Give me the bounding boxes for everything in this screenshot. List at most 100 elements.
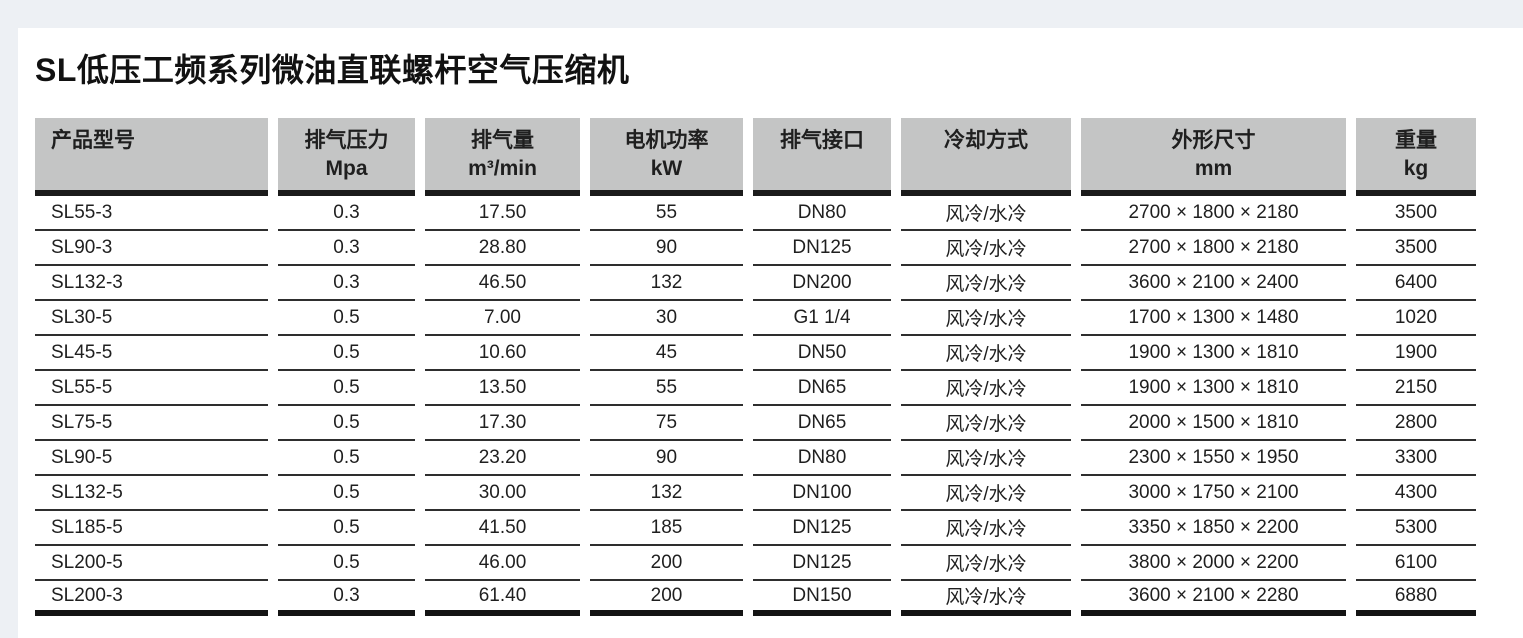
table-cell: 30 [590, 301, 743, 336]
table-cell: 200 [590, 581, 743, 616]
table-cell: SL200-5 [35, 546, 268, 581]
column-header-label: 电机功率 [624, 129, 709, 152]
table-cell: 风冷/水冷 [901, 231, 1071, 266]
table-cell: SL90-5 [35, 441, 268, 476]
table-cell: DN200 [753, 266, 891, 301]
column-header-label: 排气压力 [304, 129, 389, 152]
table-cell: 10.60 [425, 336, 580, 371]
table-cell: 0.5 [278, 441, 415, 476]
table-body: SL55-3 0.3 17.50 55 DN80 风冷/水冷 2700 × 1800 × 2… [35, 196, 1476, 616]
table-cell: 风冷/水冷 [901, 476, 1071, 511]
table-row: SL55-3 0.3 17.50 55 DN80 风冷/水冷 2700 × 1800 × 2… [35, 196, 1476, 231]
table-cell: G1 1/4 [753, 301, 891, 336]
table-cell: 风冷/水冷 [901, 441, 1071, 476]
table-cell: SL90-3 [35, 231, 268, 266]
table-row: SL200-3 0.3 61.40 200 DN150 风冷/水冷 3600 × 2100 … [35, 581, 1476, 616]
table-cell: 3500 [1356, 196, 1476, 231]
content-card: SL低压工频系列微油直联螺杆空气压缩机 产品型号 排气压力 Mpa 排气量 m³/min… [18, 28, 1523, 638]
page-title: SL低压工频系列微油直联螺杆空气压缩机 [35, 52, 630, 88]
table-cell: 2150 [1356, 371, 1476, 406]
table-row: SL90-5 0.5 23.20 90 DN80 风冷/水冷 2300 × 1550 × 1… [35, 441, 1476, 476]
table-cell: 3300 [1356, 441, 1476, 476]
table-cell: 0.5 [278, 406, 415, 441]
column-header-1: 排气压力 Mpa [278, 118, 415, 196]
table-cell: 风冷/水冷 [901, 546, 1071, 581]
table-cell: 风冷/水冷 [901, 406, 1071, 441]
column-header-label: 重量 [1395, 129, 1437, 152]
table-cell: 5300 [1356, 511, 1476, 546]
table-cell: SL45-5 [35, 336, 268, 371]
table-cell: DN125 [753, 511, 891, 546]
table-cell: DN125 [753, 546, 891, 581]
table-cell: 3350 × 1850 × 2200 [1081, 511, 1346, 546]
table-cell: SL132-3 [35, 266, 268, 301]
table-row: SL45-5 0.5 10.60 45 DN50 风冷/水冷 1900 × 1300 × 1… [35, 336, 1476, 371]
table-cell: 17.30 [425, 406, 580, 441]
table-cell: 2800 [1356, 406, 1476, 441]
table-cell: 1900 [1356, 336, 1476, 371]
table-cell: 风冷/水冷 [901, 581, 1071, 616]
table-cell: SL55-3 [35, 196, 268, 231]
table-cell: DN80 [753, 441, 891, 476]
table-cell: 2300 × 1550 × 1950 [1081, 441, 1346, 476]
column-header-label: 产品型号 [51, 129, 135, 152]
table-cell: 132 [590, 266, 743, 301]
column-header-6: 外形尺寸 mm [1081, 118, 1346, 196]
table-cell: 30.00 [425, 476, 580, 511]
table-cell: DN65 [753, 406, 891, 441]
column-header-unit: kg [1403, 157, 1429, 180]
table-cell: 75 [590, 406, 743, 441]
column-header-7: 重量 kg [1356, 118, 1476, 196]
table-cell: 23.20 [425, 441, 580, 476]
table-cell: 3800 × 2000 × 2200 [1081, 546, 1346, 581]
table-cell: 风冷/水冷 [901, 196, 1071, 231]
table-cell: 2700 × 1800 × 2180 [1081, 231, 1346, 266]
table-cell: 45 [590, 336, 743, 371]
table-cell: 3500 [1356, 231, 1476, 266]
column-header-label: 冷却方式 [944, 129, 1028, 152]
column-header-label: 外形尺寸 [1171, 129, 1256, 152]
table-cell: 风冷/水冷 [901, 371, 1071, 406]
table-cell: DN100 [753, 476, 891, 511]
table-cell: 200 [590, 546, 743, 581]
table-cell: 1700 × 1300 × 1480 [1081, 301, 1346, 336]
column-header-2: 排气量 m³/min [425, 118, 580, 196]
table-cell: 1900 × 1300 × 1810 [1081, 371, 1346, 406]
table-cell: DN150 [753, 581, 891, 616]
table-cell: 0.3 [278, 196, 415, 231]
table-header: 产品型号 排气压力 Mpa 排气量 m³/min 电机功率 kW 排气接口 冷却方式 外形尺寸 mm… [35, 118, 1476, 196]
column-header-unit: mm [1194, 157, 1233, 180]
table-cell: 90 [590, 231, 743, 266]
column-header-0: 产品型号 [35, 118, 268, 196]
table-cell: SL30-5 [35, 301, 268, 336]
table-cell: 132 [590, 476, 743, 511]
table-cell: 0.3 [278, 231, 415, 266]
column-header-label: 排气接口 [780, 129, 864, 152]
table-cell: 3600 × 2100 × 2400 [1081, 266, 1346, 301]
spec-table: 产品型号 排气压力 Mpa 排气量 m³/min 电机功率 kW 排气接口 冷却方式 外形尺寸 mm… [25, 118, 1486, 616]
table-cell: SL200-3 [35, 581, 268, 616]
table-row: SL200-5 0.5 46.00 200 DN125 风冷/水冷 3800 × 2000 … [35, 546, 1476, 581]
column-header-unit: Mpa [325, 157, 368, 180]
table-row: SL185-5 0.5 41.50 185 DN125 风冷/水冷 3350 × 1850 … [35, 511, 1476, 546]
table-cell: 7.00 [425, 301, 580, 336]
table-cell: 6100 [1356, 546, 1476, 581]
column-header-label: 排气量 [471, 129, 534, 152]
table-cell: 90 [590, 441, 743, 476]
table-cell: DN50 [753, 336, 891, 371]
table-cell: SL185-5 [35, 511, 268, 546]
table-cell: 风冷/水冷 [901, 301, 1071, 336]
table-row: SL75-5 0.5 17.30 75 DN65 风冷/水冷 2000 × 1500 × 1… [35, 406, 1476, 441]
table-cell: 0.5 [278, 511, 415, 546]
table-cell: 2000 × 1500 × 1810 [1081, 406, 1346, 441]
table-cell: 41.50 [425, 511, 580, 546]
column-header-unit: kW [650, 157, 683, 180]
table-cell: SL132-5 [35, 476, 268, 511]
table-cell: 3000 × 1750 × 2100 [1081, 476, 1346, 511]
table-row: SL55-5 0.5 13.50 55 DN65 风冷/水冷 1900 × 1300 × 1… [35, 371, 1476, 406]
column-header-5: 冷却方式 [901, 118, 1071, 196]
table-cell: 13.50 [425, 371, 580, 406]
table-cell: 3600 × 2100 × 2280 [1081, 581, 1346, 616]
table-row: SL132-5 0.5 30.00 132 DN100 风冷/水冷 3000 × 1750 … [35, 476, 1476, 511]
table-cell: 风冷/水冷 [901, 511, 1071, 546]
